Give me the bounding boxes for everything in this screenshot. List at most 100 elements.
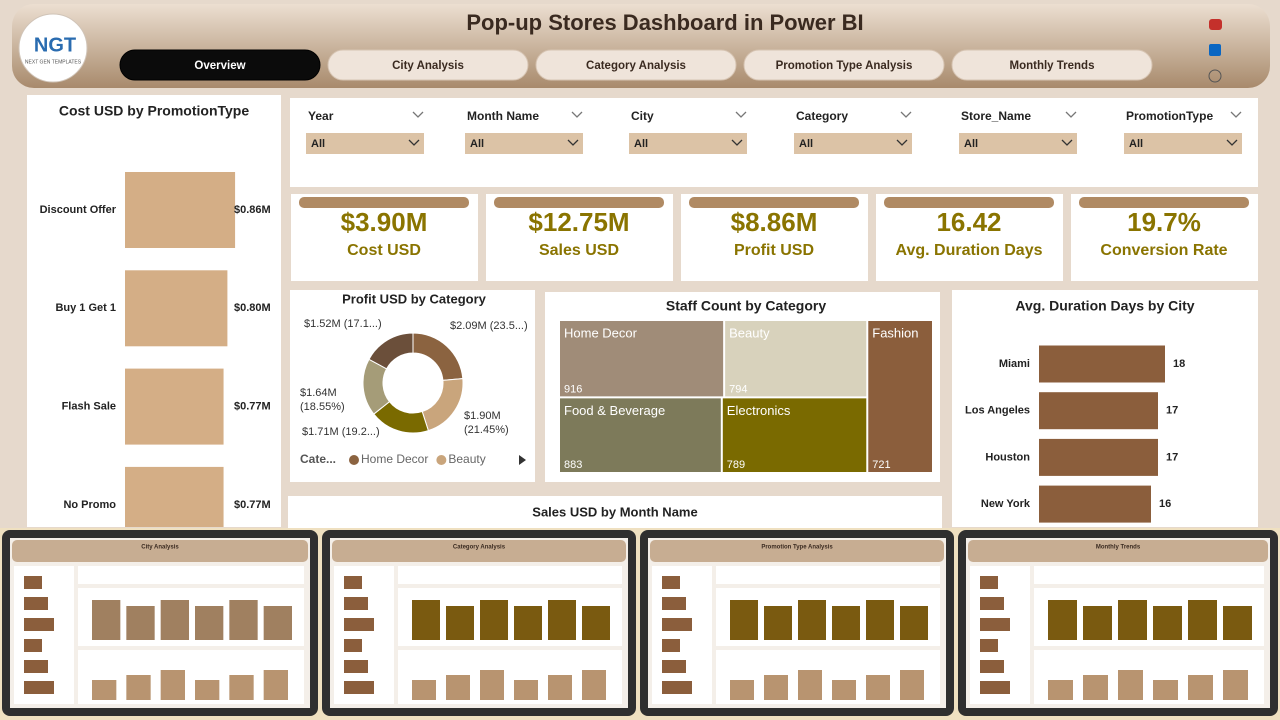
- tab-shape: [535, 49, 737, 81]
- page-thumbnail[interactable]: Category Analysis: [322, 530, 636, 716]
- panel: [288, 496, 942, 528]
- category-label: Miami: [999, 358, 1030, 370]
- thumb-bar: [344, 576, 362, 589]
- thumb-bar: [480, 670, 504, 700]
- thumb-bar: [229, 675, 254, 700]
- thumb-bar: [1188, 675, 1213, 700]
- treemap-tile: [722, 398, 867, 472]
- youtube-icon[interactable]: [1209, 19, 1222, 30]
- kpi-label: Profit USD: [734, 242, 814, 259]
- nav-tab[interactable]: Monthly Trends: [951, 49, 1153, 81]
- legend-swatch: [436, 455, 447, 465]
- thumb-bar: [582, 670, 606, 700]
- data-label: $1.64M (18.55%): [300, 387, 345, 413]
- data-label: 17: [1166, 405, 1178, 417]
- bar: [125, 172, 236, 248]
- filter-dropdown[interactable]: All: [465, 133, 583, 154]
- treemap-tile: [560, 321, 724, 397]
- filter-dropdown[interactable]: All: [959, 133, 1077, 154]
- linkedin-icon[interactable]: [1209, 44, 1221, 56]
- data-label: 16: [1159, 498, 1171, 510]
- thumb-panel: [1034, 566, 1264, 584]
- thumb-bar: [24, 597, 48, 610]
- data-label: 883: [564, 459, 582, 471]
- thumb-bar: [229, 600, 258, 640]
- data-label: $0.86M: [234, 204, 271, 216]
- thumb-bar: [344, 681, 374, 694]
- chevron: [1230, 111, 1242, 118]
- dropdown-value: All: [1129, 138, 1143, 150]
- kpi-label: Cost USD: [347, 242, 421, 259]
- nav-tab[interactable]: Category Analysis: [535, 49, 737, 81]
- chevron: [1065, 111, 1077, 118]
- bar: [125, 368, 224, 445]
- chevron: [731, 139, 743, 146]
- thumb-header: [968, 540, 1268, 562]
- treemap-tile: [725, 321, 867, 397]
- filter-dropdown[interactable]: All: [306, 133, 424, 154]
- kpi-value: 16.42: [936, 207, 1001, 237]
- kpi-tab: [299, 197, 469, 208]
- tab-label: Category Analysis: [586, 60, 686, 72]
- data-label: $1.90M (21.45%): [464, 410, 509, 436]
- legend-title: Cate...: [300, 452, 336, 466]
- page-thumbnail[interactable]: City Analysis: [2, 530, 318, 716]
- chevron: [412, 111, 424, 118]
- bar: [125, 466, 224, 527]
- thumb-bar: [764, 606, 792, 640]
- thumb-panel: [398, 566, 622, 584]
- bar: [1039, 438, 1158, 476]
- nav-tab[interactable]: Promotion Type Analysis: [743, 49, 945, 81]
- dropdown-value: All: [964, 138, 978, 150]
- chart-title: Cost USD by PromotionType: [59, 103, 250, 119]
- filter-dropdown[interactable]: All: [794, 133, 912, 154]
- plot: Miami 18 Los Angeles 17 Houston 17 New York 16: [965, 345, 1185, 523]
- category-label: Flash Sale: [62, 401, 116, 413]
- data-label: 721: [872, 459, 890, 471]
- thumb-bar: [24, 681, 54, 694]
- thumb-bar: [980, 660, 1004, 673]
- kpi-tab: [884, 197, 1054, 208]
- tab-label: Monthly Trends: [1010, 60, 1095, 72]
- data-label: $0.80M: [234, 302, 271, 314]
- web-icon[interactable]: [1208, 69, 1222, 83]
- filter-dropdown[interactable]: All: [1124, 133, 1242, 154]
- page-thumbnail[interactable]: Monthly Trends: [958, 530, 1278, 716]
- thumb-bar: [92, 680, 117, 700]
- tile-label: Beauty: [729, 325, 770, 340]
- dropdown-box: [959, 133, 1077, 154]
- thumb-title: Promotion Type Analysis: [761, 545, 833, 551]
- kpi-tab: [689, 197, 859, 208]
- page-thumbnail[interactable]: Promotion Type Analysis: [640, 530, 954, 716]
- thumb-bar: [1083, 606, 1112, 640]
- thumb-bar: [980, 618, 1010, 631]
- thumb-bar: [582, 606, 610, 640]
- thumb-header: [332, 540, 626, 562]
- thumb-bar: [730, 600, 758, 640]
- thumb-bar: [662, 618, 692, 631]
- thumb-bar: [730, 680, 754, 700]
- thumb-bar: [160, 600, 189, 640]
- kpi-card: [291, 194, 478, 281]
- thumb-bar: [160, 670, 185, 700]
- nav-tab[interactable]: City Analysis: [327, 49, 529, 81]
- thumb-bar: [900, 670, 924, 700]
- logo-circle: [18, 13, 88, 83]
- thumb-bar: [514, 680, 538, 700]
- thumb-bar: [24, 618, 54, 631]
- data-label: 18: [1173, 358, 1185, 370]
- thumb-bar: [1153, 680, 1178, 700]
- nav-tab[interactable]: Overview: [119, 49, 321, 81]
- filter-dropdown[interactable]: All: [629, 133, 747, 154]
- chevron: [567, 139, 579, 146]
- thumb-bar: [344, 660, 368, 673]
- thumb-bar: [514, 606, 542, 640]
- thumb-header: [12, 540, 308, 562]
- data-label: $1.52M (17.1...): [304, 318, 382, 330]
- kpi-value: $8.86M: [731, 207, 818, 237]
- legend-next[interactable]: [519, 455, 526, 465]
- thumb-bar: [1223, 670, 1248, 700]
- dropdown-box: [465, 133, 583, 154]
